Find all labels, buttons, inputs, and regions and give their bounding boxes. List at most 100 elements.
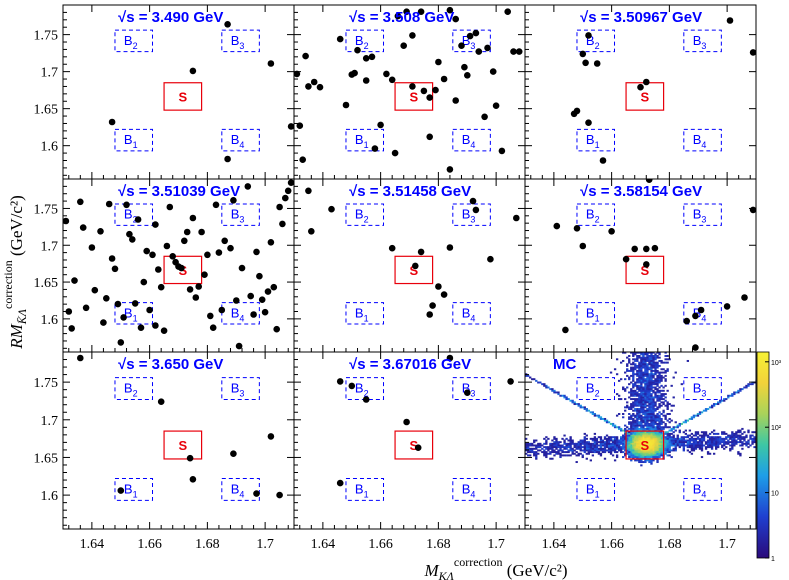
heatmap-cell <box>617 394 621 397</box>
heatmap-cell <box>672 441 675 444</box>
heatmap-cell <box>747 442 750 445</box>
heatmap-cell <box>656 356 659 359</box>
heatmap-cell <box>678 441 681 444</box>
heatmap-cell <box>751 437 754 440</box>
data-point <box>143 247 150 255</box>
heatmap-cell <box>595 449 599 452</box>
heatmap-cell <box>656 434 659 437</box>
heatmap-cell <box>599 447 603 450</box>
heatmap-cell <box>628 383 631 386</box>
heatmap-cell <box>656 456 659 459</box>
signal-box <box>163 82 203 111</box>
heatmap-cell <box>599 441 603 444</box>
heatmap-cell <box>537 442 540 445</box>
heatmap-cell <box>662 409 665 412</box>
heatmap-cell <box>628 451 631 454</box>
heatmap-cell <box>646 359 649 362</box>
heatmap-cell <box>710 437 714 440</box>
heatmap-cell <box>638 394 641 397</box>
heatmap-cell <box>646 451 649 454</box>
heatmap-cell <box>626 386 629 389</box>
heatmap-cell <box>652 427 655 430</box>
heatmap-cell <box>666 406 669 409</box>
heatmap-cell <box>706 434 710 437</box>
heatmap-cell <box>613 451 617 454</box>
heatmap-cell <box>725 436 728 439</box>
heatmap-cell <box>551 457 554 460</box>
data-point <box>218 306 226 314</box>
heatmap-cell <box>650 426 653 429</box>
heatmap-cell <box>656 441 659 444</box>
heatmap-cell <box>644 353 647 356</box>
heatmap-cell <box>684 444 687 447</box>
heatmap-cell <box>632 401 635 404</box>
heatmap-cell <box>609 444 613 447</box>
heatmap-cell <box>581 454 584 457</box>
heatmap-cell <box>646 456 649 459</box>
heatmap-cell <box>700 449 704 452</box>
heatmap-cell <box>640 426 643 429</box>
heatmap-cell <box>684 439 687 442</box>
heatmap-cell <box>539 444 542 447</box>
heatmap-cell <box>650 352 653 354</box>
heatmap-cell <box>656 355 659 357</box>
heatmap-cell <box>632 383 635 386</box>
heatmap-cell <box>654 417 657 420</box>
data-point <box>435 283 442 290</box>
heatmap-cell <box>719 439 722 442</box>
data-point <box>452 15 460 23</box>
heatmap-cell <box>626 436 629 439</box>
sideband-box <box>683 203 722 226</box>
ticks <box>294 5 525 179</box>
heatmap-cell <box>784 436 786 438</box>
data-point <box>264 288 272 295</box>
heatmap-cell <box>666 408 669 410</box>
heatmap-cell <box>583 449 586 452</box>
data-point <box>383 70 390 78</box>
heatmap-cell <box>569 439 572 442</box>
heatmap-cell <box>739 388 742 391</box>
heatmap-cell <box>688 439 692 442</box>
heatmap-cell <box>617 413 621 415</box>
heatmap-cell <box>599 452 603 455</box>
heatmap-cell <box>654 422 657 425</box>
heatmap-cell <box>664 384 667 387</box>
heatmap-cell <box>650 368 653 371</box>
heatmap-cell <box>642 352 645 354</box>
heatmap-cell <box>615 446 619 449</box>
heatmap-cell <box>648 391 651 394</box>
data-point <box>294 70 301 78</box>
heatmap-cell <box>648 359 651 362</box>
heatmap-cell <box>646 353 649 356</box>
heatmap-cell <box>650 356 653 359</box>
data-point <box>726 17 734 24</box>
heatmap-cell <box>579 439 582 442</box>
heatmap-cell <box>650 399 653 402</box>
heatmap-cell <box>545 454 548 457</box>
data-point <box>394 12 402 20</box>
heatmap-cell <box>585 441 588 444</box>
heatmap-cell <box>603 419 607 422</box>
heatmap-cell <box>567 446 570 449</box>
data-point <box>100 319 107 326</box>
heatmap-cell <box>706 444 710 447</box>
heatmap-cell <box>739 437 742 440</box>
heatmap-cell <box>529 449 532 452</box>
data-point <box>267 60 275 67</box>
signal-label: S <box>409 438 418 453</box>
heatmap-cell <box>656 396 659 399</box>
heatmap-cell <box>636 379 639 382</box>
heatmap-cell <box>652 436 655 439</box>
heatmap-cell <box>672 439 675 442</box>
heatmap-cell <box>672 404 675 407</box>
heatmap-cell <box>553 454 556 457</box>
heatmap-cell <box>652 383 655 386</box>
heatmap-cell <box>644 431 647 434</box>
sideband-box <box>221 203 260 226</box>
heatmap-cell <box>638 381 641 384</box>
heatmap-cell <box>601 444 605 447</box>
y-tick-label: 1.65 <box>34 451 59 466</box>
heatmap-cell <box>739 452 742 455</box>
heatmap-cell <box>617 446 621 449</box>
